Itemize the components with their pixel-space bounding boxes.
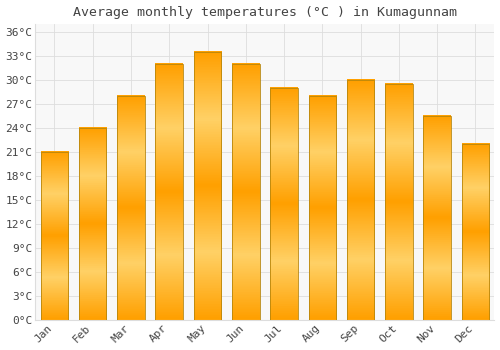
Bar (194, 52, 222, 320)
Bar (79, 128, 106, 320)
Title: Average monthly temperatures (°C ) in Kumagunnam: Average monthly temperatures (°C ) in Ku… (73, 6, 457, 19)
Bar (270, 88, 298, 320)
Bar (117, 96, 145, 320)
Bar (308, 96, 336, 320)
Bar (40, 152, 68, 320)
Bar (232, 64, 260, 320)
Bar (462, 144, 489, 320)
Bar (156, 64, 183, 320)
Bar (385, 84, 412, 320)
Bar (424, 116, 451, 320)
Bar (347, 80, 374, 320)
